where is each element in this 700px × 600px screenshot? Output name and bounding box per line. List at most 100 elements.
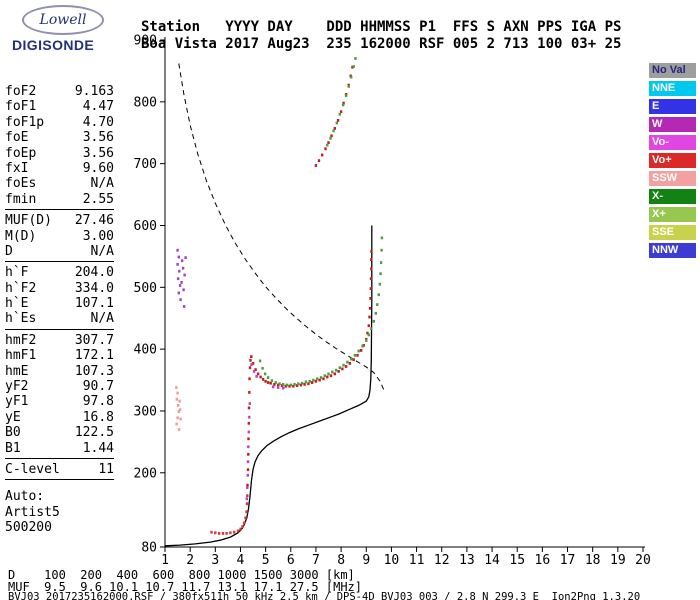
param-label: yF2 xyxy=(5,379,29,395)
echo-point xyxy=(261,378,265,381)
x-tick-label: 5 xyxy=(262,553,270,568)
param-row-artist5: Artist5 xyxy=(5,505,114,520)
param-value: N/A xyxy=(90,243,114,259)
echo-point xyxy=(321,153,324,157)
echo-point xyxy=(176,263,179,266)
x-tick-label: 12 xyxy=(434,553,450,568)
y-tick-label: 500 xyxy=(134,281,157,296)
echo-point xyxy=(272,385,275,389)
echo-point xyxy=(250,363,253,366)
echo-point xyxy=(246,473,249,477)
param-value: 9.60 xyxy=(82,160,114,176)
param-label: 500200 xyxy=(5,520,52,536)
param-label: hmF1 xyxy=(5,348,37,364)
param-value: 307.7 xyxy=(74,332,114,348)
echo-point xyxy=(282,383,285,386)
echo-point xyxy=(246,486,249,489)
echo-point xyxy=(250,355,253,358)
echo-point xyxy=(336,119,340,122)
echo-point xyxy=(221,532,225,535)
param-row-c-level: C-level 11 xyxy=(5,462,114,477)
series-e-trace xyxy=(210,494,249,535)
y-tick-label: 800 xyxy=(134,95,157,110)
echo-point xyxy=(311,381,314,384)
logo-oval: Lowell xyxy=(22,5,104,35)
x-tick-label: 19 xyxy=(610,553,626,568)
echo-point xyxy=(369,277,373,281)
param-row-foe: foE 3.56 xyxy=(5,130,114,145)
echo-point xyxy=(182,288,185,292)
echo-point xyxy=(329,136,332,140)
echo-point xyxy=(241,525,244,528)
echo-point xyxy=(243,521,246,525)
echo-point xyxy=(176,416,179,420)
param-label: hmE xyxy=(5,363,29,379)
echo-point xyxy=(261,366,264,370)
echo-point xyxy=(264,379,267,383)
echo-point xyxy=(177,255,180,259)
echo-point xyxy=(351,65,354,69)
param-label: foE xyxy=(5,130,29,146)
echo-point xyxy=(347,85,350,88)
param-label: C-level xyxy=(5,461,60,477)
echo-point xyxy=(255,375,258,378)
param-row-h-e: h`E 107.1 xyxy=(5,296,114,311)
param-label: h`Es xyxy=(5,311,37,327)
echo-point xyxy=(367,333,370,337)
echo-point xyxy=(274,381,277,384)
echo-point xyxy=(341,103,345,107)
param-value: 11 xyxy=(98,461,114,477)
param-value: 122.5 xyxy=(74,425,114,441)
param-value: N/A xyxy=(90,311,114,327)
param-label: foF2 xyxy=(5,84,37,99)
echo-point xyxy=(314,164,318,167)
echo-point xyxy=(244,516,247,520)
echo-point xyxy=(344,94,348,97)
echo-point xyxy=(370,267,373,271)
echo-point xyxy=(184,256,187,259)
echo-point xyxy=(247,406,251,410)
echo-point xyxy=(376,303,379,306)
echo-point xyxy=(177,428,181,431)
x-tick-label: 2 xyxy=(186,553,194,568)
echo-point xyxy=(183,273,186,277)
logo-digisonde-text: DIGISONDE xyxy=(12,37,95,53)
x-tick-label: 13 xyxy=(459,553,475,568)
param-label: hmF2 xyxy=(5,332,37,348)
echo-point xyxy=(178,399,181,403)
legend-item-x: X+ xyxy=(649,207,696,222)
param-row-h-f: h`F 204.0 xyxy=(5,265,114,280)
echo-point xyxy=(247,452,250,456)
echo-point xyxy=(379,272,382,276)
param-value: 27.46 xyxy=(74,213,114,229)
echo-point xyxy=(247,437,250,441)
param-label: yE xyxy=(5,409,21,425)
series-muf-transmission-curve xyxy=(178,63,385,391)
echo-point xyxy=(338,366,341,370)
param-row-yf2: yF2 90.7 xyxy=(5,379,114,394)
param-row-fof1p: foF1p 4.70 xyxy=(5,115,114,130)
legend-item-e: E xyxy=(649,99,696,114)
echo-point xyxy=(176,277,180,281)
param-label: h`E xyxy=(5,296,29,312)
echo-point xyxy=(246,468,250,472)
echo-point xyxy=(326,143,329,147)
echo-point xyxy=(350,75,353,79)
param-row-b1: B1 1.44 xyxy=(5,441,114,456)
echo-point xyxy=(333,372,336,376)
echo-point xyxy=(266,376,270,379)
param-value: 334.0 xyxy=(74,280,114,296)
echo-point xyxy=(324,147,327,151)
echo-point xyxy=(331,370,334,374)
param-label: foEp xyxy=(5,145,37,161)
distance-row: D 100 200 400 600 800 1000 1500 3000 [km… xyxy=(8,568,355,582)
echo-point xyxy=(319,376,323,379)
series-second-hop-o-mode xyxy=(314,65,354,167)
echo-point xyxy=(273,383,276,386)
echo-point xyxy=(350,357,353,361)
legend-item-x: X- xyxy=(649,189,696,204)
echo-point xyxy=(312,378,315,382)
echo-point xyxy=(348,362,352,365)
param-label: h`F xyxy=(5,265,29,281)
param-value: 172.1 xyxy=(74,348,114,364)
